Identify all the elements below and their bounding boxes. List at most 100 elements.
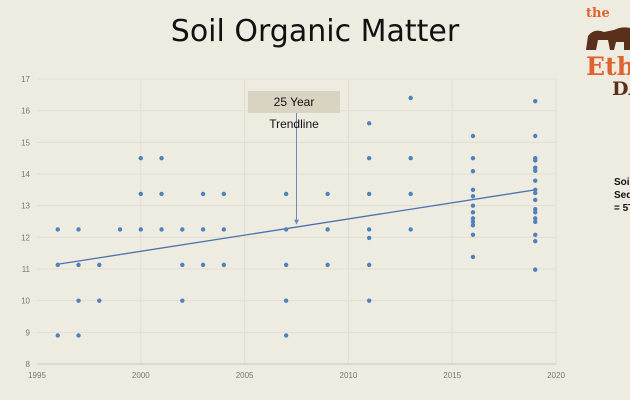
data-point [325,262,330,268]
slide-title: Soil Organic Matter [170,14,460,49]
data-point [76,333,81,338]
logo-text-the: the [586,6,610,21]
data-point [533,238,538,244]
data-point [533,165,538,170]
data-point [221,227,227,232]
y-tick-label: 13 [21,202,30,211]
y-tick-label: 15 [21,138,30,147]
data-point [76,262,81,268]
data-point [470,210,476,215]
y-tick-label: 10 [21,297,30,306]
data-point [159,227,164,232]
x-tick-label: 2015 [443,371,461,380]
data-point [533,206,538,212]
data-point [138,155,143,161]
y-tick-label: 16 [21,107,30,116]
data-point [159,155,164,161]
y-tick-label: 14 [21,170,30,179]
data-point [408,191,413,197]
y-tick-label: 8 [26,360,31,369]
side-note-line: Sequest [614,190,630,201]
data-point [76,298,81,303]
x-tick-label: 2010 [340,371,358,380]
data-point [470,193,476,199]
data-point [283,262,289,268]
data-point [533,133,538,139]
data-point [366,227,372,232]
data-point [117,227,123,232]
logo-text-ethi: Ethi [586,52,630,81]
data-point [533,187,538,193]
data-point [366,191,372,197]
data-point [97,298,102,303]
data-point [55,333,60,338]
data-point [283,191,289,197]
data-point [408,95,413,101]
trendline [57,189,536,265]
ethical-dairy-logo: the Ethi DA [584,6,630,106]
data-point [55,227,60,232]
data-point [470,232,476,237]
x-tick-label: 2020 [547,371,565,380]
y-tick-label: 12 [21,233,30,242]
y-tick-label: 9 [26,328,31,337]
data-point [470,216,476,221]
data-point [221,262,227,268]
data-point [408,155,413,161]
data-point [533,178,538,183]
data-point [180,227,185,232]
y-tick-label: 11 [22,265,31,274]
data-point [470,168,476,174]
data-point [470,254,476,260]
data-point [283,227,289,232]
data-point [366,235,372,241]
data-point [470,203,476,208]
logo-text-da: DA [612,78,630,100]
data-point [408,227,413,232]
callout-arrowhead-icon [294,219,299,225]
data-point [283,333,289,338]
data-point [159,191,164,197]
data-point [366,155,372,161]
data-point [200,262,206,268]
data-point [76,227,81,232]
data-point [366,262,372,268]
data-point [97,262,102,268]
side-note: Soil Car Sequest = 5T/ha [614,176,630,215]
data-point [200,227,206,232]
cow-silhouette-icon [586,27,630,50]
data-point [470,219,476,225]
data-point [533,210,538,215]
data-point [470,187,476,193]
data-point [200,191,206,197]
x-tick-label: 1995 [28,371,46,380]
data-point [470,155,476,161]
data-point [533,232,538,237]
data-point [221,191,227,197]
y-tick-label: 17 [21,75,30,84]
data-point [533,197,538,203]
data-point [470,133,476,139]
data-point [325,227,330,232]
data-point [55,262,60,268]
x-tick-label: 2005 [236,371,254,380]
data-point [533,158,538,163]
data-point [366,298,372,303]
data-point [533,267,538,272]
data-point [180,298,185,303]
data-point [366,121,372,126]
data-point [325,191,330,197]
data-point [180,262,185,268]
data-point [470,223,476,228]
data-point [533,219,538,225]
side-note-line: = 5T/ha [614,203,630,214]
data-point [138,227,143,232]
data-point [533,168,538,174]
data-point [533,190,538,196]
data-point [533,216,538,221]
data-point [138,191,143,197]
side-note-line: Soil Car [614,177,630,188]
trendline-callout: 25 Year Trendline [248,91,340,131]
data-point [283,298,289,303]
